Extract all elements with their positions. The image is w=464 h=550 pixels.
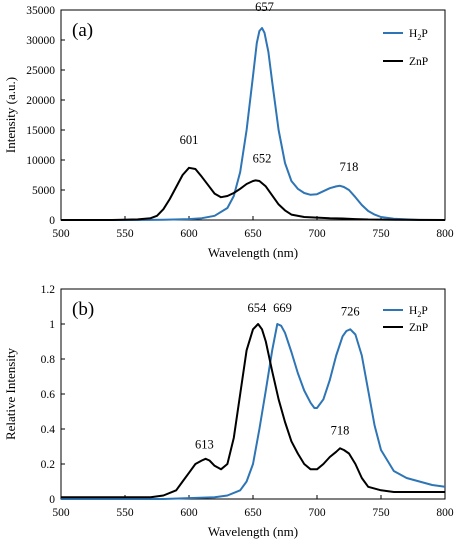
y-tick-label: 30000 <box>26 35 55 47</box>
x-tick-label: 550 <box>116 507 134 519</box>
legend-entry-znp: ZnP <box>409 322 428 334</box>
x-tick-label: 550 <box>116 228 134 240</box>
x-tick-label: 800 <box>436 228 454 240</box>
peak-label: 718 <box>340 160 359 174</box>
peak-label: 601 <box>180 133 199 147</box>
series-line-h2p <box>61 323 446 500</box>
x-tick-label: 750 <box>372 507 390 519</box>
x-tick-label: 700 <box>308 228 326 240</box>
peak-label: 726 <box>341 304 360 318</box>
x-axis-label: Wavelength (nm) <box>208 245 298 260</box>
x-tick-label: 650 <box>244 228 262 240</box>
legend-entry-h2p: H2P <box>409 28 428 42</box>
peak-label: 718 <box>331 423 350 437</box>
x-axis-label: Wavelength (nm) <box>208 524 298 539</box>
chart-panel-b: 500 550 600 650 700 750 800 0 0.2 0.4 0.6 0.8 1 1.2 Wa… <box>3 284 454 539</box>
y-tick-label: 10000 <box>26 155 55 167</box>
series-line-znp <box>61 323 445 499</box>
legend-entry-znp: ZnP <box>409 56 428 68</box>
panel-label: (a) <box>72 20 93 41</box>
peak-label: 613 <box>195 437 214 451</box>
y-tick-label: 15000 <box>26 125 55 137</box>
y-tick-label: 35000 <box>26 5 55 17</box>
y-tick-label: 5000 <box>32 185 55 197</box>
x-tick-label: 800 <box>436 507 454 519</box>
x-tick-label: 750 <box>372 228 390 240</box>
y-tick-label: 1 <box>49 319 55 331</box>
y-tick-label: 25000 <box>26 65 55 77</box>
y-axis-label: Relative Intensity <box>3 347 18 440</box>
x-tick-label: 600 <box>180 507 198 519</box>
y-tick-label: 20000 <box>26 95 55 107</box>
plot-frame <box>60 288 446 500</box>
series-line-h2p <box>61 27 445 221</box>
plot-frame <box>60 9 446 221</box>
y-tick-label: 0 <box>49 215 55 227</box>
peak-label: 652 <box>253 151 272 165</box>
y-axis-label: Intensity (a.u.) <box>3 77 18 153</box>
x-tick-label: 650 <box>244 507 262 519</box>
x-tick-label: 700 <box>308 507 326 519</box>
y-tick-label: 0.2 <box>41 459 56 471</box>
x-tick-label: 500 <box>52 228 70 240</box>
series-line-znp <box>61 166 446 221</box>
y-tick-label: 0.6 <box>41 389 56 401</box>
peak-label: 669 <box>273 301 292 315</box>
legend-entry-h2p: H2P <box>409 305 428 319</box>
y-tick-label: 0 <box>49 494 55 506</box>
y-tick-label: 0.8 <box>41 354 56 366</box>
peak-label: 657 <box>255 0 274 14</box>
panel-label: (b) <box>72 299 94 320</box>
y-tick-label: 1.2 <box>41 284 56 296</box>
peak-label: 654 <box>247 301 267 315</box>
x-tick-label: 600 <box>180 228 198 240</box>
x-tick-label: 500 <box>52 507 70 519</box>
y-tick-label: 0.4 <box>41 424 56 436</box>
chart-panel-a: 500 550 600 650 700 750 800 0 5000 10000 15000 2000… <box>3 0 454 260</box>
